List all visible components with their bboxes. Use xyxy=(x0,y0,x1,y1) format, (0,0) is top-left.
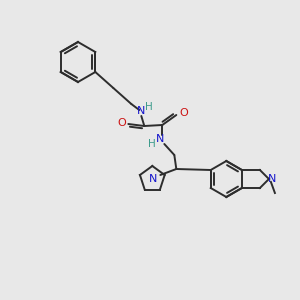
Text: N: N xyxy=(137,106,146,116)
Text: N: N xyxy=(268,174,276,184)
Text: N: N xyxy=(149,174,158,184)
Text: O: O xyxy=(179,108,188,118)
Text: H: H xyxy=(146,102,153,112)
Text: N: N xyxy=(156,134,164,144)
Text: H: H xyxy=(148,139,156,149)
Text: O: O xyxy=(117,118,126,128)
